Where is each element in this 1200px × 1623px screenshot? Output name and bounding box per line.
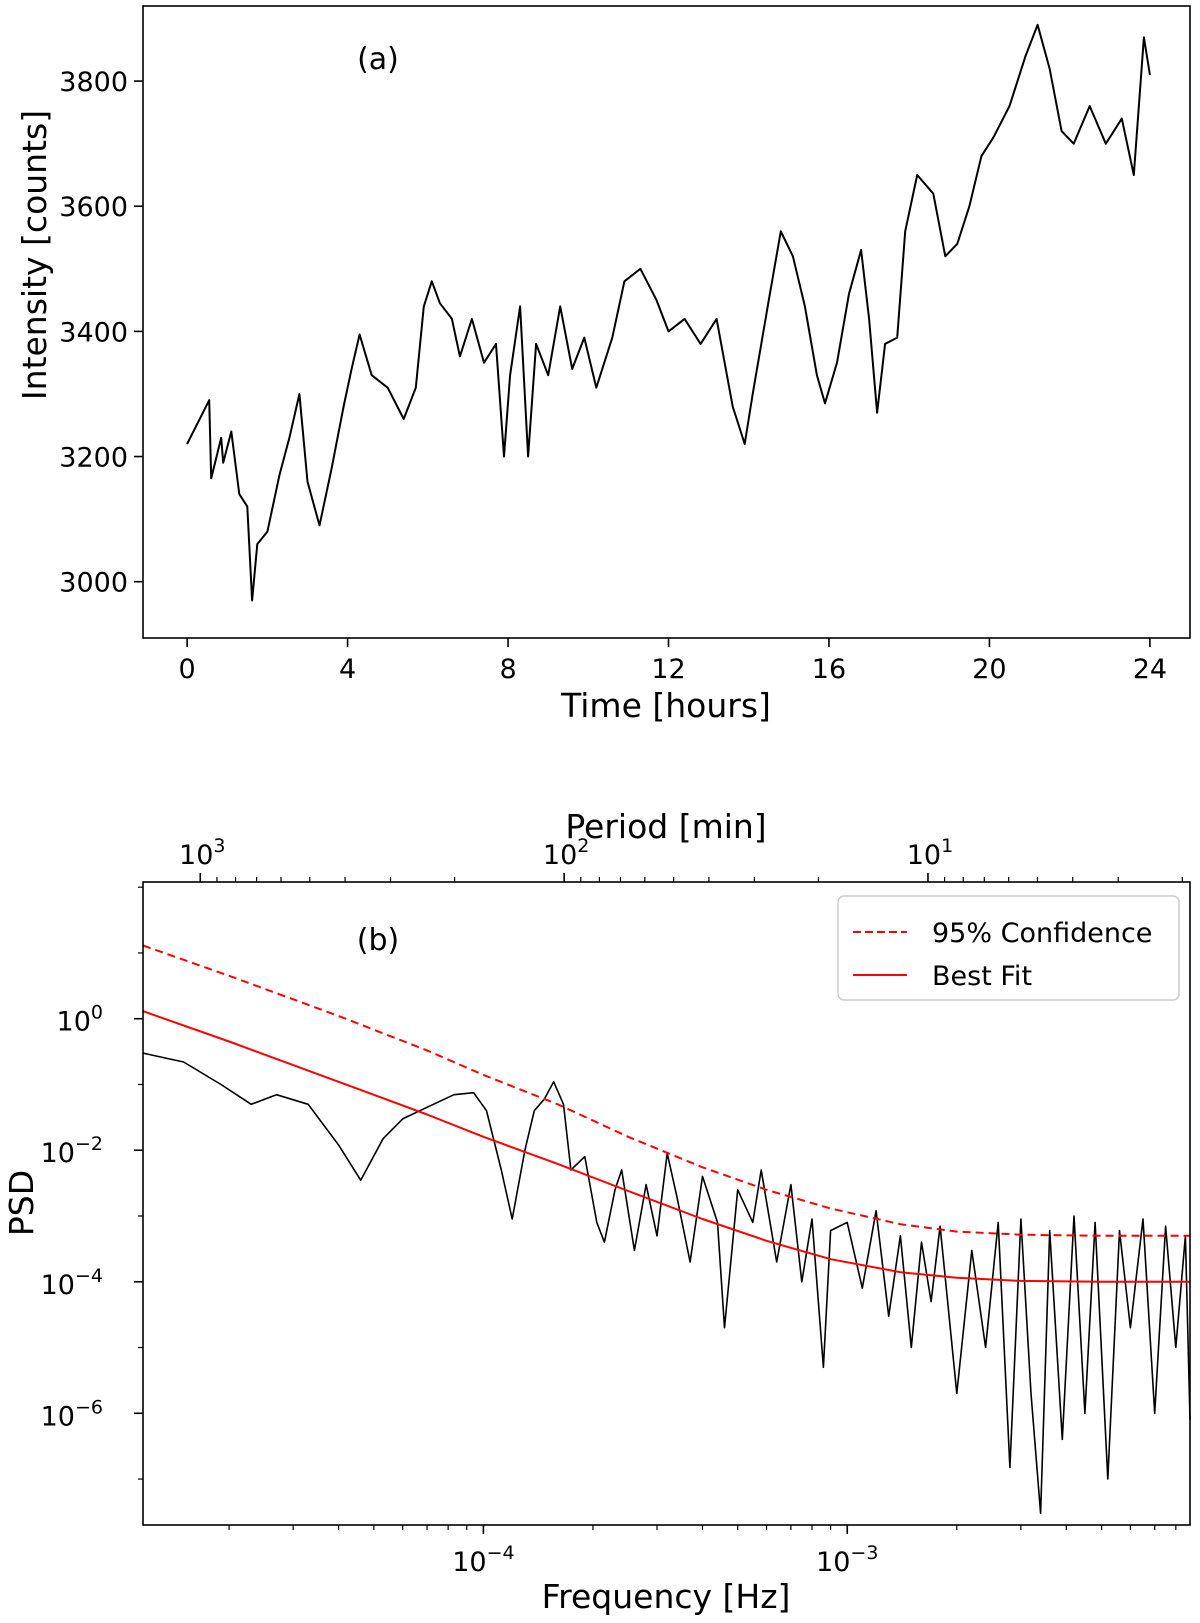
b-y-tick-label-base: 10 (57, 1007, 91, 1038)
b-series-line-2 (142, 1052, 1191, 1515)
a-x-tick-label: 4 (339, 654, 356, 685)
b-x-tick-label-exponent: −3 (850, 1542, 878, 1564)
a-x-tick-label: 16 (812, 654, 846, 685)
b-top-tick-label: 101 (907, 835, 953, 871)
legend-label-best-fit: Best Fit (932, 961, 1032, 992)
b-y-tick-label: 10−4 (41, 1265, 103, 1301)
b-top-tick-label: 103 (179, 835, 225, 871)
b-x-tick-layer: 10−4 10−3 (228, 1525, 1177, 1578)
a-x-tick-label: 8 (499, 654, 516, 685)
a-x-tick-label: 12 (651, 654, 685, 685)
a-x-tick-label: 0 (179, 654, 196, 685)
a-x-tick-layer: 0 4 8 12 16 20 24 (179, 638, 1167, 685)
b-y-tick-label-exponent: 0 (91, 1002, 103, 1024)
b-y-tick-label: 10−2 (41, 1133, 103, 1169)
b-series-layer (142, 944, 1191, 1515)
b-legend: 95% Confidence Best Fit (837, 895, 1180, 1001)
a-x-axis-label: Time [hours] (560, 686, 771, 725)
time-series-panel: 0 4 8 12 16 20 24 3000 3200 3400 3600 3800 (a) Tim… (15, 5, 1191, 725)
b-x-axis-label: Frequency [Hz] (542, 1577, 791, 1616)
b-panel-label: (b) (357, 923, 399, 958)
a-series-layer (186, 23, 1151, 602)
b-y-tick-label-base: 10 (41, 1138, 75, 1169)
b-plot-frame (142, 881, 1191, 1526)
a-y-tick-label: 3800 (59, 67, 128, 98)
a-panel-label: (a) (357, 42, 399, 77)
a-plot-frame (142, 5, 1191, 639)
a-y-axis-label: Intensity [counts] (15, 110, 54, 400)
b-x-tick-label-base: 10 (816, 1547, 850, 1578)
a-y-tick-label: 3400 (59, 317, 128, 348)
b-y-tick-label-base: 10 (41, 1401, 75, 1432)
b-x-tick-label-base: 10 (452, 1547, 486, 1578)
a-y-tick-label: 3000 (59, 568, 128, 599)
b-top-axis-label: Period [min] (565, 807, 766, 846)
b-y-axis-label: PSD (2, 1170, 41, 1236)
a-x-tick-label: 20 (972, 654, 1006, 685)
b-y-tick-label-exponent: −6 (75, 1396, 103, 1418)
legend-label-confidence: 95% Confidence (932, 918, 1152, 949)
b-top-tick-label-base: 10 (543, 840, 577, 871)
b-y-tick-label-base: 10 (41, 1270, 75, 1301)
b-y-tick-label: 100 (57, 1002, 103, 1038)
b-y-tick-label-exponent: −2 (75, 1133, 103, 1155)
b-top-tick-label-exponent: 3 (213, 835, 225, 857)
legend-frame (837, 895, 1180, 1001)
b-x-tick-label: 10−4 (452, 1542, 514, 1578)
a-y-tick-layer: 3000 3200 3400 3600 3800 (59, 67, 143, 599)
b-y-tick-label-exponent: −4 (75, 1265, 103, 1287)
b-series-line-1 (142, 1010, 1190, 1283)
b-top-tick-layer: 103 102 101 (179, 835, 1183, 882)
b-top-tick-label-base: 10 (907, 840, 941, 871)
b-x-tick-label-exponent: −4 (487, 1542, 515, 1564)
a-y-tick-label: 3200 (59, 443, 128, 474)
a-y-tick-label: 3600 (59, 192, 128, 223)
b-x-tick-label: 10−3 (816, 1542, 878, 1578)
a-series-line-0 (186, 23, 1151, 602)
b-top-tick-label: 102 (543, 835, 589, 871)
b-top-tick-label-exponent: 1 (941, 835, 953, 857)
b-top-tick-label-exponent: 2 (577, 835, 589, 857)
b-y-tick-label: 10−6 (41, 1396, 103, 1432)
a-x-tick-label: 24 (1133, 654, 1167, 685)
b-series-line-0 (142, 944, 1190, 1237)
b-top-tick-label-base: 10 (179, 840, 213, 871)
